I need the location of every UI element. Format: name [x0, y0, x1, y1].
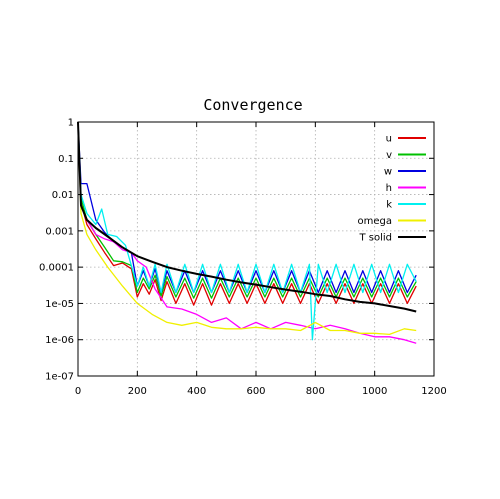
y-tick-label: 1e-06 — [45, 335, 74, 346]
legend-label-k: k — [386, 200, 392, 211]
legend-label-u: u — [386, 134, 392, 145]
series-line-t-solid — [77, 121, 417, 313]
series-line-k — [77, 121, 417, 341]
series-line-v — [77, 121, 417, 299]
x-tick-label: 1200 — [421, 386, 446, 397]
chart-title: Convergence — [203, 96, 302, 114]
legend-label-h: h — [386, 183, 392, 194]
y-tick-label: 0.01 — [52, 190, 74, 201]
y-tick-label: 0.0001 — [39, 263, 74, 274]
y-tick-label: 1e-07 — [45, 372, 74, 383]
y-tick-label: 1e-05 — [45, 299, 74, 310]
series-lines — [77, 121, 417, 344]
x-tick-label: 400 — [187, 386, 206, 397]
legend-label-t-solid: T solid — [358, 233, 392, 244]
x-tick-label: 1000 — [362, 386, 387, 397]
y-tick-label: 0.1 — [58, 154, 74, 165]
y-tick-label: 1 — [68, 118, 74, 129]
x-tick-label: 800 — [306, 386, 325, 397]
plot-frame — [77, 121, 435, 377]
x-tick-label: 200 — [128, 386, 147, 397]
x-tick-label: 600 — [246, 386, 265, 397]
legend-label-v: v — [386, 150, 392, 161]
legend-label-w: w — [384, 167, 392, 178]
axes: 0 200 400 600 800 1000 1200 1 0.1 0.01 0.001 0.0001… — [39, 118, 447, 398]
x-tick-label: 0 — [75, 386, 81, 397]
legend-label-omega: omega — [358, 216, 393, 227]
grid — [78, 122, 434, 376]
y-tick-label: 0.001 — [45, 226, 74, 237]
series-line-omega — [77, 121, 417, 336]
series-line-h — [77, 121, 417, 344]
